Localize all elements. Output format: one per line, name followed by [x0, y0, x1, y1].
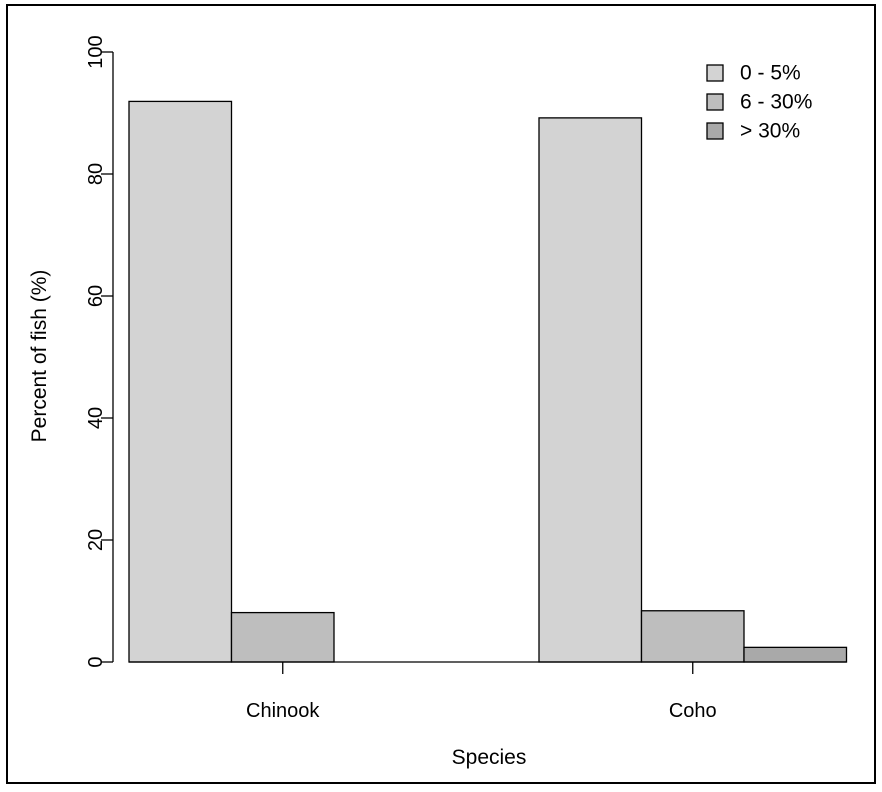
y-tick-label-20: 20: [85, 529, 107, 551]
bar-coho-series-1: [538, 117, 643, 663]
y-tick-label-100: 100: [85, 35, 107, 68]
bar-coho-series-3: [743, 646, 848, 663]
legend-label-2: 6 - 30%: [740, 91, 812, 114]
bar-chinook-series-2: [230, 611, 335, 663]
x-category-label-chinook: Chinook: [246, 700, 320, 722]
legend-swatch-3: [706, 122, 724, 140]
legend-label-1: 0 - 5%: [740, 62, 801, 85]
y-axis: 0 20 40 60 80 100: [85, 35, 114, 668]
legend-label-3: > 30%: [740, 120, 800, 143]
x-axis: Chinook Coho: [246, 662, 717, 722]
x-category-label-coho: Coho: [669, 700, 717, 722]
legend-swatch-2: [706, 93, 724, 111]
bar-chinook-series-1: [128, 100, 233, 663]
bars-layer: [128, 100, 848, 663]
x-axis-title: Species: [452, 746, 527, 769]
y-tick-label-0: 0: [85, 656, 107, 667]
legend-swatch-1: [706, 64, 724, 82]
y-tick-label-40: 40: [85, 407, 107, 429]
y-tick-label-60: 60: [85, 285, 107, 307]
y-tick-label-80: 80: [85, 163, 107, 185]
bar-coho-series-2: [640, 610, 745, 663]
y-axis-title: Percent of fish (%): [28, 270, 51, 443]
legend: 0 - 5% 6 - 30% > 30%: [706, 62, 812, 143]
